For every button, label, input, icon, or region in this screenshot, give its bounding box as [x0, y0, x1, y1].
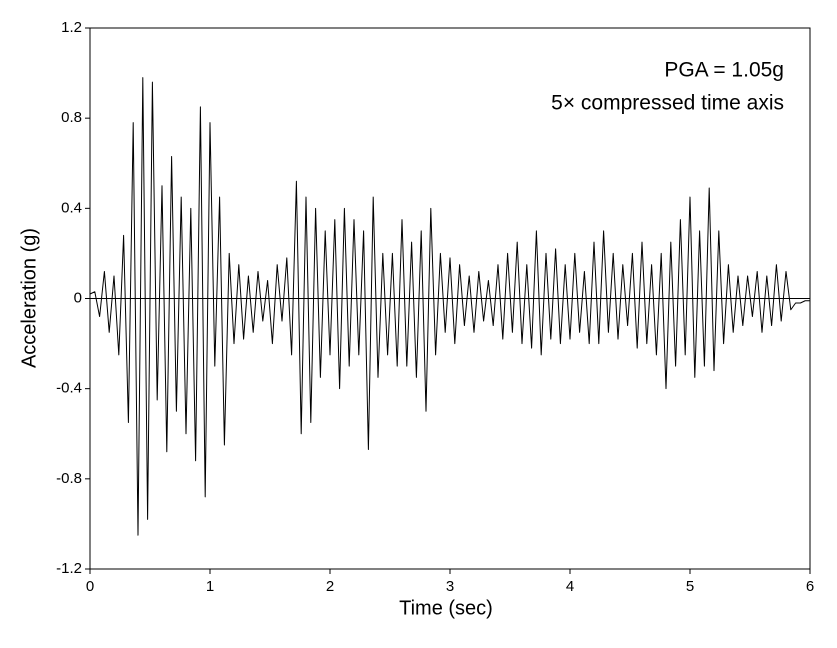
annotation: PGA = 1.05g	[664, 59, 784, 82]
y-tick-label: 0.4	[61, 199, 82, 216]
y-tick-label: 1.2	[61, 19, 82, 36]
x-axis-label: Time (sec)	[399, 597, 493, 619]
x-tick-label: 1	[206, 578, 214, 595]
y-tick-label: -0.8	[56, 470, 82, 487]
annotation: 5× compressed time axis	[551, 92, 784, 115]
y-tick-label: -1.2	[56, 560, 82, 577]
x-tick-label: 4	[566, 578, 574, 595]
y-tick-label: 0.8	[61, 109, 82, 126]
series-line	[89, 77, 810, 536]
y-tick-label: 0	[74, 289, 82, 306]
x-tick-label: 5	[686, 578, 694, 595]
x-tick-label: 6	[806, 578, 814, 595]
y-tick-label: -0.4	[56, 380, 82, 397]
x-tick-label: 0	[86, 578, 94, 595]
y-axis-label: Acceleration (g)	[18, 228, 40, 368]
x-tick-label: 3	[446, 578, 454, 595]
x-tick-label: 2	[326, 578, 334, 595]
